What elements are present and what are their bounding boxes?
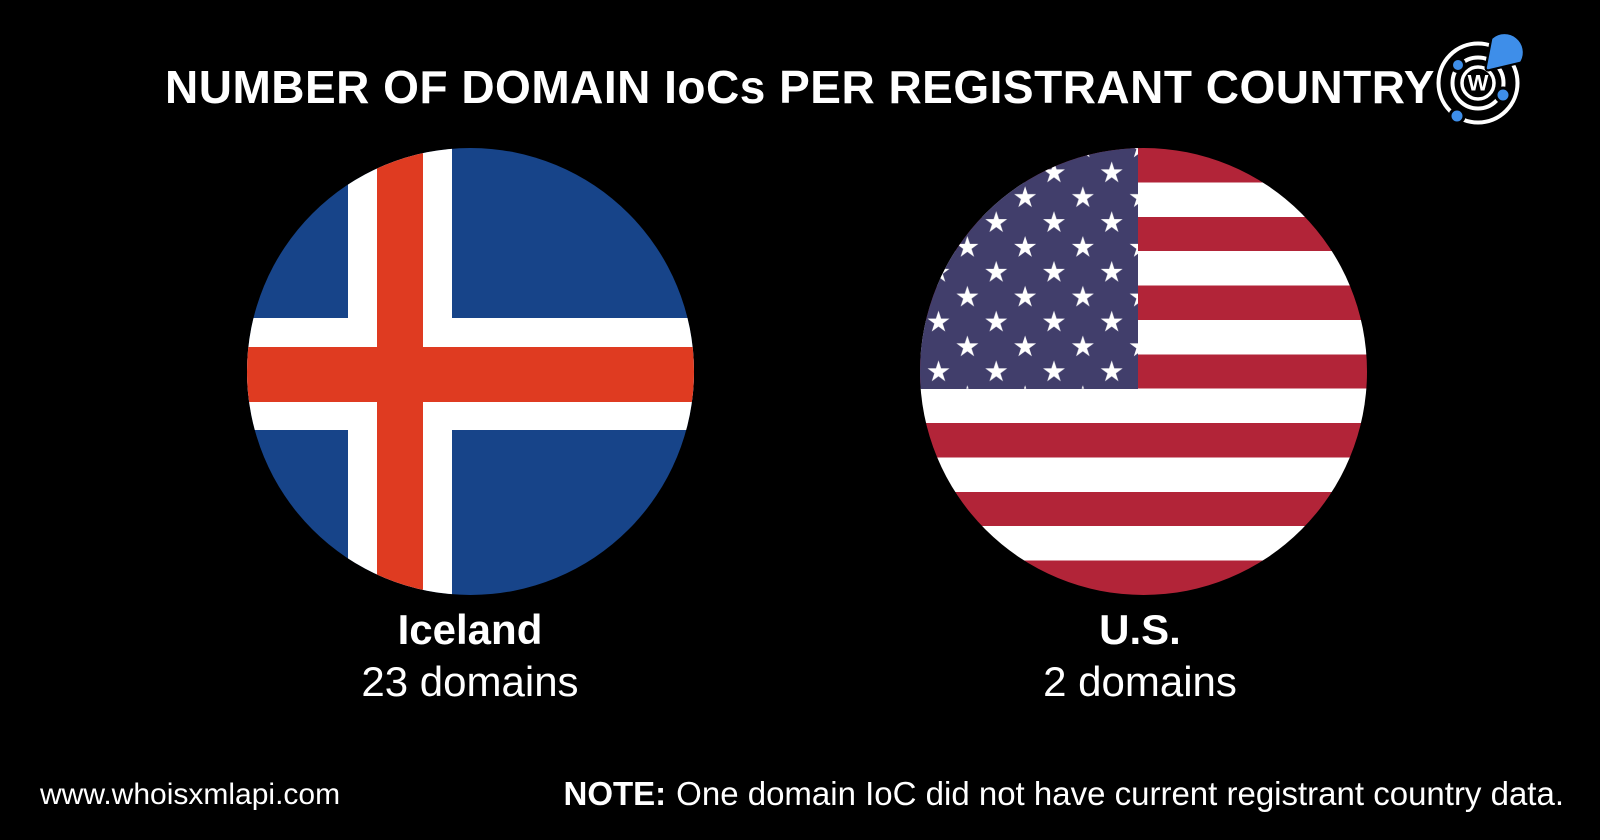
country-count: 23 domains [361,658,579,705]
iceland-cross-red-vertical [377,148,424,595]
us-flag-icon [920,148,1367,595]
footer-note: NOTE: One domain IoC did not have current… [564,775,1565,813]
iceland-label-group: Iceland 23 domains [210,606,730,706]
us-flag-stars [920,148,1139,389]
logo-radar-dots [1448,57,1512,125]
whoisxmlapi-logo: W [1436,31,1525,125]
iceland-flag-icon [247,148,694,595]
iceland-cross-red-horizontal [247,346,694,402]
country-name: Iceland [397,606,543,653]
page-title: NUMBER OF DOMAIN IoCs PER REGISTRANT COU… [165,61,1435,113]
website-url: www.whoisxmlapi.com [40,778,341,811]
note-label: NOTE: [563,775,667,812]
us-label-group: U.S. 2 domains [880,606,1400,706]
logo-radar-rings [1436,41,1520,125]
country-count: 2 domains [1043,658,1237,705]
country-name: U.S. [1099,606,1181,653]
logo-radar-cone-fill [1486,34,1523,70]
logo-letter-w: W [1468,71,1489,96]
us-flag-canton [920,148,1139,389]
note-body: One domain IoC did not have current regi… [676,775,1564,812]
